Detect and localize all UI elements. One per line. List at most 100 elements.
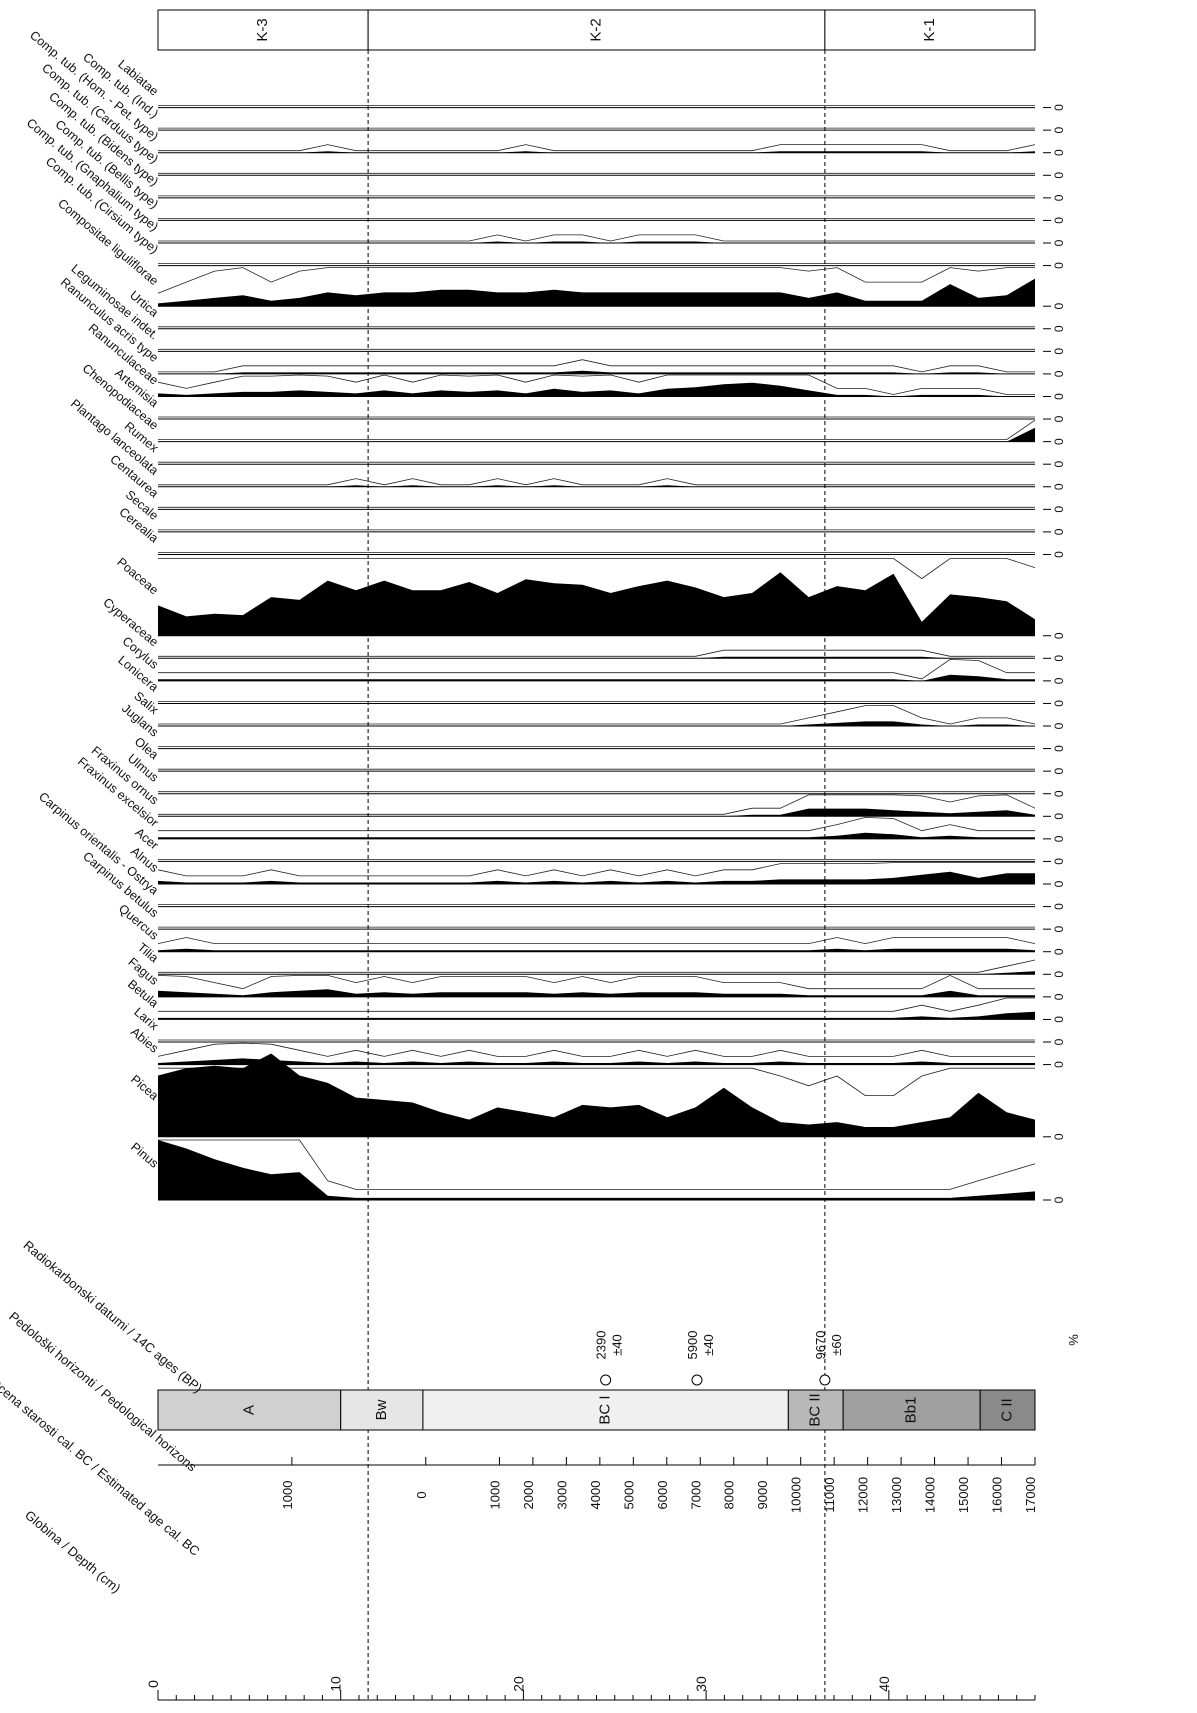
silhouette-poaceae	[158, 572, 1035, 636]
silhouette-fagus	[158, 989, 1035, 997]
zone-box-k-3	[157, 9, 369, 51]
c14-error-9670: ±60	[829, 1334, 844, 1356]
scale-zero-carpinus-orientalis-ostrya: 0	[1052, 903, 1066, 910]
silhouette-comp-tub-hom-pet-type	[158, 151, 1035, 153]
horizon-label-bw: Bw	[373, 1399, 390, 1420]
scale-zero-picea: 0	[1052, 1133, 1066, 1140]
age-tick-label-14: 13000	[889, 1477, 904, 1513]
scale-zero-pinus: 0	[1052, 1196, 1066, 1203]
scale-zero-poaceae: 0	[1052, 632, 1066, 639]
exaggeration-curve-tilia	[158, 959, 1036, 973]
age-tick-label-2: 1000	[487, 1481, 502, 1510]
scale-zero-labiatae: 0	[1052, 104, 1066, 111]
c14-date-2390: 2390	[594, 1331, 609, 1360]
scale-zero-juglans: 0	[1052, 745, 1066, 752]
exaggeration-curve-plantago-lanceolata	[158, 478, 1035, 486]
silhouette-salix	[158, 721, 1035, 727]
depth-tick-label-20: 20	[510, 1676, 526, 1692]
exaggeration-curve-quercus	[157, 937, 1036, 945]
scale-zero-secale: 0	[1052, 528, 1066, 535]
scale-zero-artemisia: 0	[1052, 415, 1066, 422]
depth-tick-label-30: 30	[693, 1676, 709, 1692]
depth-tick-label-0: 0	[145, 1680, 161, 1688]
exaggeration-curve-betula	[158, 997, 1035, 1012]
silhouette-pinus	[158, 1140, 1035, 1200]
scale-zero-comp-tub-gnaphalium-type: 0	[1052, 239, 1066, 246]
exaggeration-curve-abies	[157, 1042, 1035, 1057]
scale-zero-cyperaceae: 0	[1052, 655, 1066, 662]
silhouette-picea	[158, 1053, 1035, 1137]
exaggeration-curve-poaceae	[158, 558, 1036, 580]
zone-box-k-2	[367, 9, 826, 51]
c14-error-2390: ±40	[610, 1334, 625, 1356]
dates-axis-title: Radiokarbonski datumi / 14C ages (BP)	[21, 1237, 206, 1395]
age-tick-label-13: 12000	[856, 1477, 871, 1513]
c14-date-5900: 5900	[685, 1331, 700, 1360]
age-tick-label-17: 16000	[990, 1477, 1005, 1513]
depth-tick-label-40: 40	[876, 1676, 892, 1692]
horizon-segment-a	[157, 1389, 342, 1431]
depth-axis-title: Globina / Depth (cm)	[22, 1507, 124, 1596]
silhouette-ranunculus-acris-type	[158, 370, 1035, 374]
age-tick-label-15: 14000	[923, 1477, 938, 1513]
scale-zero-comp-tub-cirsium-type: 0	[1052, 262, 1066, 269]
scale-zero-leguminosae-indet: 0	[1052, 348, 1066, 355]
silhouette-quercus	[158, 948, 1035, 952]
age-tick-label-3: 2000	[521, 1481, 536, 1510]
depth-tick-label-10: 10	[328, 1676, 344, 1692]
scale-zero-comp-tub-bellis-type: 0	[1052, 217, 1066, 224]
silhouette-ranunculaceae	[158, 382, 1035, 397]
zone-label-k-3: K-3	[254, 18, 271, 41]
horizon-label-bc-i: BC I	[597, 1395, 614, 1424]
zone-box-k-1	[824, 9, 1036, 51]
c14-date-9670: 9670	[813, 1331, 828, 1360]
c14-marker-5900	[691, 1374, 703, 1386]
scale-zero-ranunculaceae: 0	[1052, 393, 1066, 400]
scale-zero-olea: 0	[1052, 767, 1066, 774]
exaggeration-curve-salix	[158, 705, 1036, 725]
age-tick-label-18: 17000	[1023, 1477, 1038, 1513]
scale-zero-quercus: 0	[1052, 948, 1066, 955]
scale-zero-compositae-liguliflorae: 0	[1052, 303, 1066, 310]
silhouette-fraxinus-excelsior	[158, 832, 1035, 839]
age-tick-label-6: 5000	[621, 1481, 636, 1510]
silhouette-abies	[158, 1058, 1035, 1065]
scale-zero-alnus: 0	[1052, 880, 1066, 887]
exaggeration-curve-compositae-liguliflorae	[157, 267, 1035, 294]
silhouette-cyperaceae	[158, 656, 1035, 659]
silhouette-betula	[158, 1011, 1035, 1020]
taxon-label-abies: Abies	[128, 1025, 161, 1056]
exaggeration-curve-fraxinus-ornus	[158, 794, 1036, 815]
scale-zero-fagus: 0	[1052, 993, 1066, 1000]
age-tick-label-10: 9000	[755, 1481, 770, 1510]
taxon-label-picea: Picea	[128, 1072, 161, 1103]
exaggeration-curve-alnus	[157, 862, 1035, 877]
silhouette-comp-tub-gnaphalium-type	[158, 241, 1035, 243]
horizon-segment-bc-i	[422, 1389, 789, 1431]
percent-label: %	[1066, 1334, 1081, 1346]
silhouette-alnus	[158, 871, 1035, 885]
zone-label-k-1: K-1	[921, 18, 938, 41]
scale-zero-acer: 0	[1052, 858, 1066, 865]
horizon-label-c-ii: C II	[999, 1398, 1016, 1421]
age-tick-label-8: 7000	[688, 1481, 703, 1510]
age-tick-label-16: 15000	[956, 1477, 971, 1513]
taxon-label-poaceae: Poaceae	[114, 555, 161, 597]
scale-zero-centaurea: 0	[1052, 506, 1066, 513]
scale-zero-ulmus: 0	[1052, 790, 1066, 797]
age-tick-label-5: 4000	[588, 1481, 603, 1510]
age-tick-label-11: 10000	[789, 1477, 804, 1513]
c14-error-5900: ±40	[701, 1334, 716, 1356]
scale-zero-chenopodiaceae: 0	[1052, 438, 1066, 445]
scale-zero-comp-tub-bidens-type: 0	[1052, 194, 1066, 201]
scale-zero-comp-tub-hom-pet-type: 0	[1052, 149, 1066, 156]
taxon-label-pinus: Pinus	[128, 1140, 161, 1171]
scale-zero-lonicera: 0	[1052, 700, 1066, 707]
silhouette-corylus	[158, 674, 1035, 681]
exaggeration-curve-corylus	[158, 658, 1035, 680]
age-tick-label-9: 8000	[722, 1481, 737, 1510]
exaggeration-curve-fagus	[157, 974, 1035, 990]
zone-labels-layer: K-3 K-2 K-1	[157, 9, 1036, 51]
